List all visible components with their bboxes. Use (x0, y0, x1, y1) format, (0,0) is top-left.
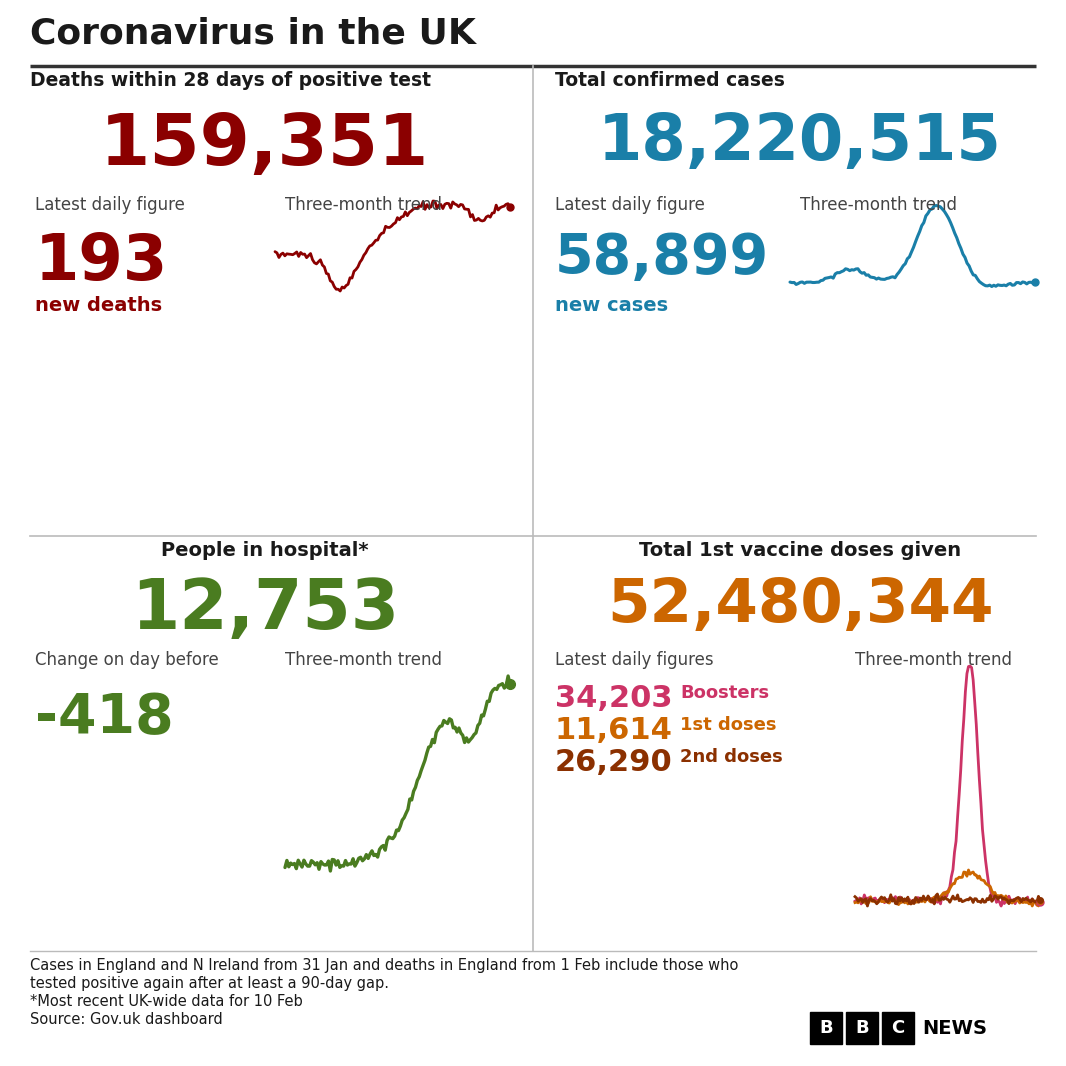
Text: Boosters: Boosters (680, 684, 770, 702)
Text: Cases in England and N Ireland from 31 Jan and deaths in England from 1 Feb incl: Cases in England and N Ireland from 31 J… (30, 958, 739, 973)
Text: 12,753: 12,753 (131, 576, 399, 643)
Text: new cases: new cases (555, 296, 668, 314)
Text: People in hospital*: People in hospital* (161, 542, 369, 560)
Text: -418: -418 (35, 691, 174, 745)
Bar (810, 1012, 842, 1044)
Text: Latest daily figure: Latest daily figure (35, 196, 184, 214)
Text: Source: Gov.uk dashboard: Source: Gov.uk dashboard (30, 1012, 223, 1027)
Text: 1st doses: 1st doses (680, 716, 776, 734)
Text: 26,290: 26,290 (555, 748, 673, 777)
Text: new deaths: new deaths (35, 296, 162, 314)
Text: 18,220,515: 18,220,515 (598, 111, 1002, 173)
Text: 193: 193 (35, 231, 168, 293)
Text: Total confirmed cases: Total confirmed cases (555, 71, 785, 90)
Bar (882, 1012, 914, 1044)
Text: 11,614: 11,614 (555, 716, 673, 745)
Text: Deaths within 28 days of positive test: Deaths within 28 days of positive test (30, 71, 431, 90)
Text: Latest daily figure: Latest daily figure (555, 196, 705, 214)
Text: B: B (819, 1019, 833, 1037)
Text: *Most recent UK-wide data for 10 Feb: *Most recent UK-wide data for 10 Feb (30, 994, 303, 1010)
Text: Three-month trend: Three-month trend (855, 651, 1012, 669)
Text: 34,203: 34,203 (555, 684, 673, 713)
Text: Latest daily figures: Latest daily figures (555, 651, 713, 669)
Text: Change on day before: Change on day before (35, 651, 219, 669)
Text: NEWS: NEWS (922, 1018, 987, 1037)
Text: Three-month trend: Three-month trend (800, 196, 957, 214)
Text: Total 1st vaccine doses given: Total 1st vaccine doses given (639, 542, 962, 560)
Text: 2nd doses: 2nd doses (680, 748, 782, 766)
Bar (846, 1012, 878, 1044)
Text: tested positive again after at least a 90-day gap.: tested positive again after at least a 9… (30, 976, 389, 991)
Text: C: C (891, 1019, 905, 1037)
Text: 159,351: 159,351 (100, 111, 430, 180)
Text: Coronavirus in the UK: Coronavirus in the UK (30, 16, 475, 50)
Text: Three-month trend: Three-month trend (285, 651, 442, 669)
Text: B: B (855, 1019, 869, 1037)
Text: Three-month trend: Three-month trend (285, 196, 442, 214)
Text: 58,899: 58,899 (555, 231, 770, 285)
Text: 52,480,344: 52,480,344 (607, 576, 994, 635)
